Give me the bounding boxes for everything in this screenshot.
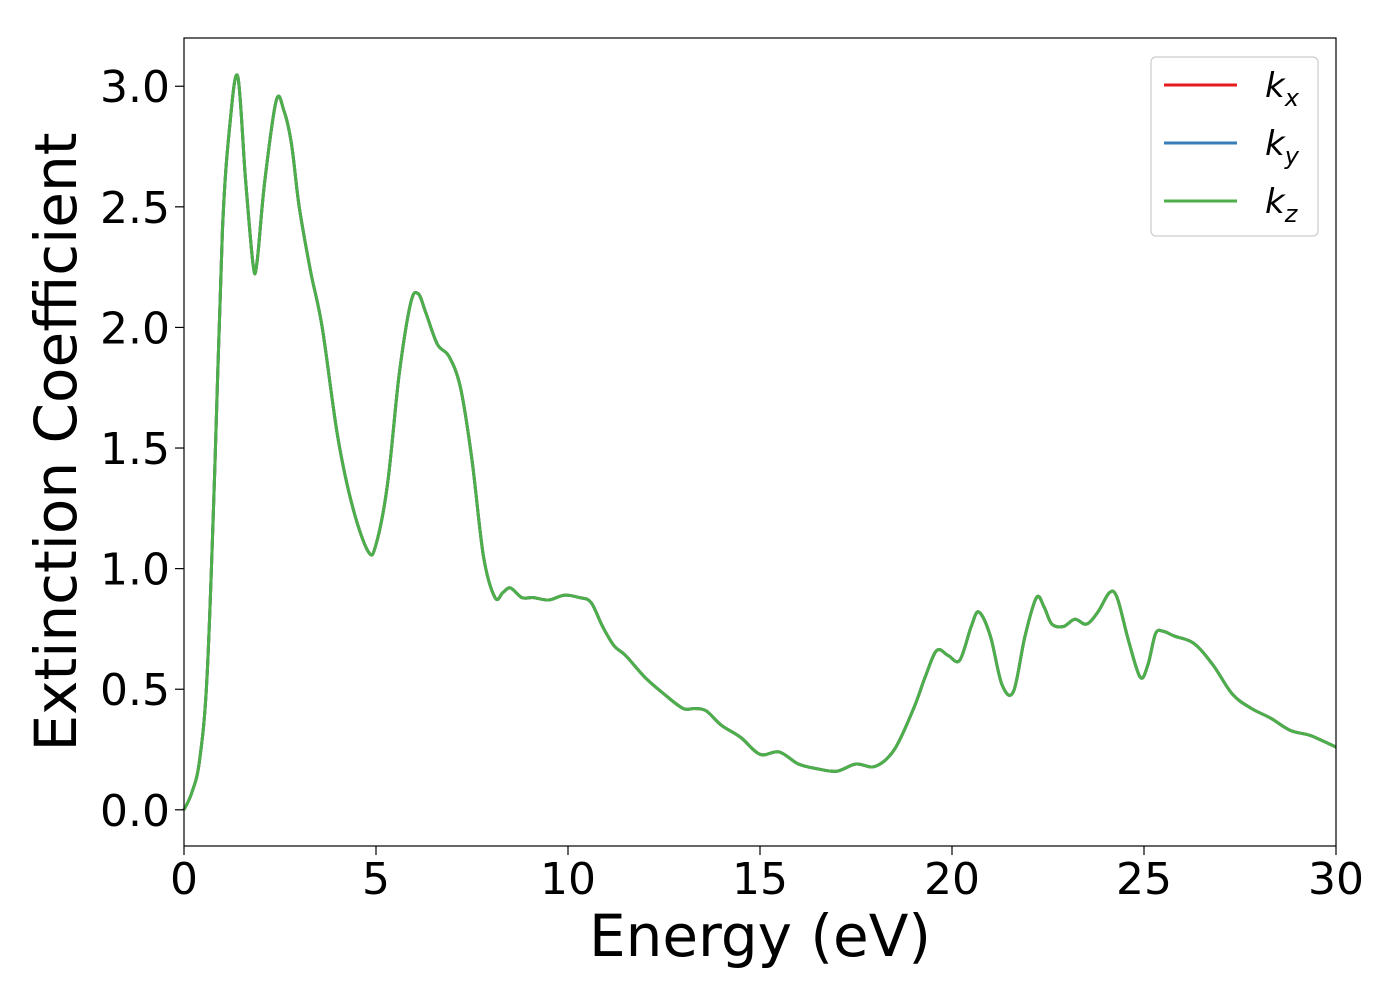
x-tick-label: 15 (732, 854, 788, 905)
x-tick-label: 10 (540, 854, 596, 905)
y-tick-label: 3.0 (100, 62, 170, 113)
y-tick-label: 2.0 (100, 303, 170, 354)
x-tick-label: 25 (1116, 854, 1172, 905)
legend-label-y: ky (1265, 124, 1300, 170)
x-tick-label: 20 (924, 854, 980, 905)
x-tick-label: 0 (170, 854, 198, 905)
x-axis-title: Energy (eV) (589, 902, 931, 970)
y-axis-title: Extinction Coefficient (22, 133, 90, 752)
series-line-z (182, 73, 1337, 811)
legend-label-z: kz (1265, 182, 1299, 228)
y-tick-label: 2.5 (100, 183, 170, 234)
legend-label-x: kx (1265, 66, 1300, 112)
legend-box (1150, 56, 1319, 237)
y-tick-label: 0.5 (100, 665, 170, 716)
legend: kx ky kz (1150, 56, 1319, 237)
ticks-layer: 0 5 10 15 20 25 30 0.0 0.5 1.0 1.5 2.0 2.5 3.0 (100, 62, 1364, 905)
y-tick-label: 1.0 (100, 545, 170, 596)
series-layer (182, 73, 1337, 811)
y-tick-label: 1.5 (100, 424, 170, 475)
x-tick-label: 30 (1308, 854, 1364, 905)
y-tick-label: 0.0 (100, 786, 170, 837)
x-tick-label: 5 (362, 854, 390, 905)
